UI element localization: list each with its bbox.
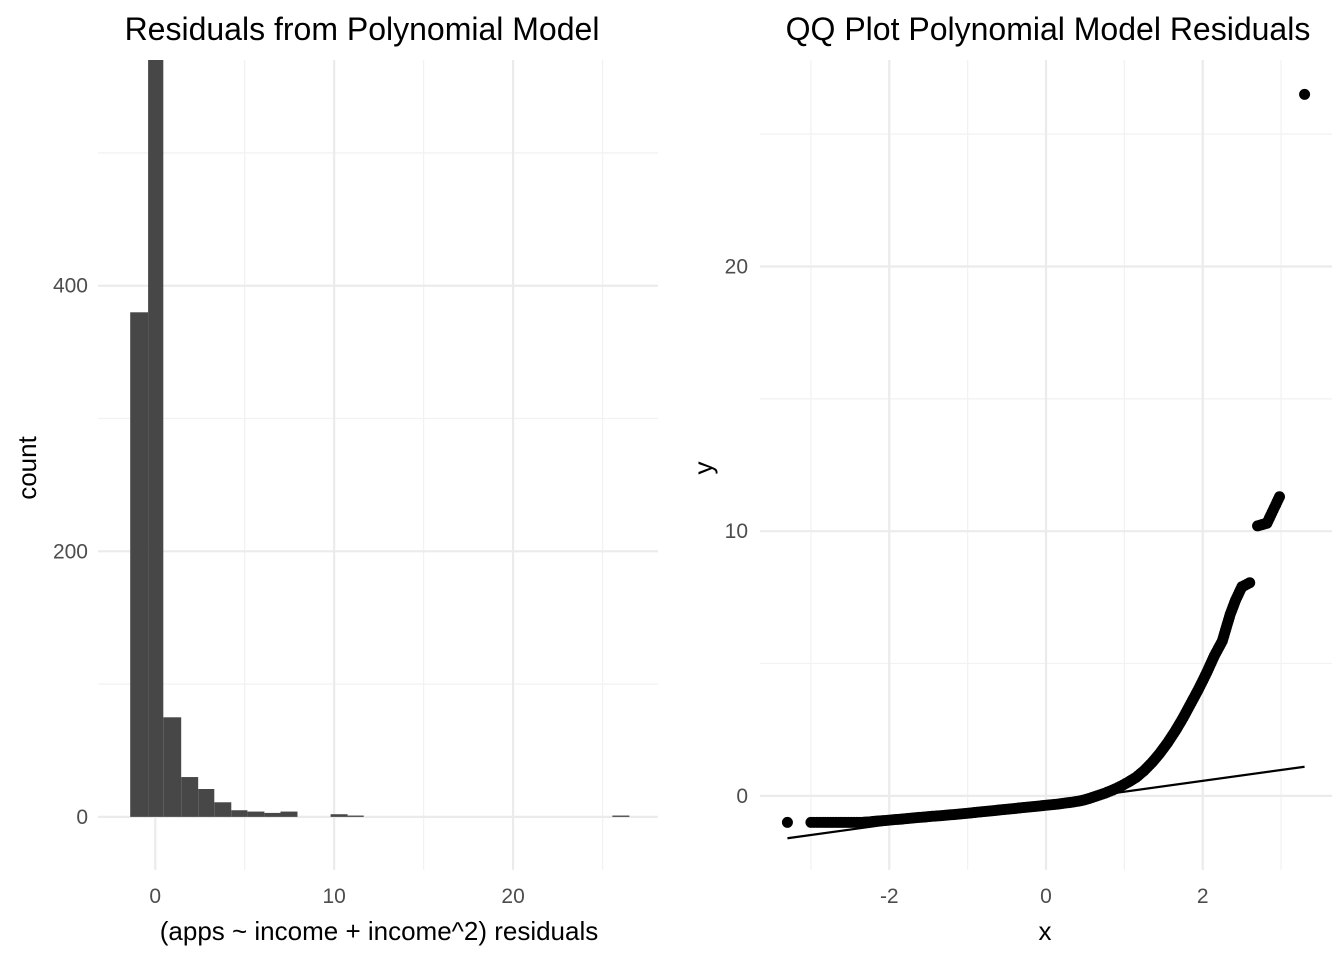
qq-plot-panel: QQ Plot Polynomial Model Residuals -2 0 2 … — [688, 11, 1332, 946]
histogram-bar — [198, 789, 215, 817]
qq-point — [1274, 491, 1286, 503]
histogram-bar — [612, 815, 630, 817]
qq-point — [781, 816, 793, 828]
x-tick-label: 20 — [501, 885, 524, 908]
histogram-title: Residuals from Polynomial Model — [125, 11, 600, 47]
histogram-bar — [214, 802, 232, 817]
y-tick-label: 0 — [76, 806, 88, 829]
histogram-x-label: (apps ~ income + income^2) residuals — [160, 916, 599, 946]
histogram-panel: Residuals from Polynomial Model 0 10 20 0 2… — [12, 11, 658, 946]
x-tick-label: 0 — [1040, 885, 1052, 908]
histogram-bar — [247, 811, 265, 817]
histogram-y-ticks: 0 200 400 — [53, 275, 88, 829]
histogram-bar — [330, 814, 348, 817]
histogram-bar — [231, 810, 248, 817]
qq-y-ticks: 0 10 20 — [725, 255, 748, 807]
qq-y-label: y — [688, 462, 718, 475]
histogram-bar — [130, 312, 149, 817]
qq-x-label: x — [1039, 916, 1052, 946]
x-tick-label: 10 — [322, 885, 345, 908]
qq-x-ticks: -2 0 2 — [880, 885, 1209, 908]
histogram-bar — [181, 777, 199, 817]
qq-point — [1299, 88, 1311, 100]
qq-plot-title: QQ Plot Polynomial Model Residuals — [786, 11, 1311, 47]
histogram-bar — [264, 812, 281, 817]
x-tick-label: 0 — [149, 885, 161, 908]
histogram-bar — [148, 60, 164, 817]
x-tick-label: -2 — [880, 885, 899, 908]
histogram-gridlines — [98, 60, 658, 870]
histogram-x-ticks: 0 10 20 — [149, 885, 524, 908]
y-tick-label: 20 — [725, 255, 748, 278]
qq-points — [781, 88, 1311, 828]
histogram-bars — [130, 60, 630, 817]
y-tick-label: 200 — [53, 540, 88, 563]
histogram-y-label: count — [12, 435, 42, 499]
histogram-bar — [163, 717, 182, 817]
x-tick-label: 2 — [1197, 885, 1209, 908]
y-tick-label: 0 — [736, 785, 748, 808]
y-tick-label: 10 — [725, 520, 748, 543]
histogram-bar — [347, 815, 364, 817]
y-tick-label: 400 — [53, 275, 88, 298]
histogram-bar — [280, 811, 298, 817]
qq-point — [1244, 577, 1256, 589]
qq-plot-gridlines — [760, 60, 1332, 870]
